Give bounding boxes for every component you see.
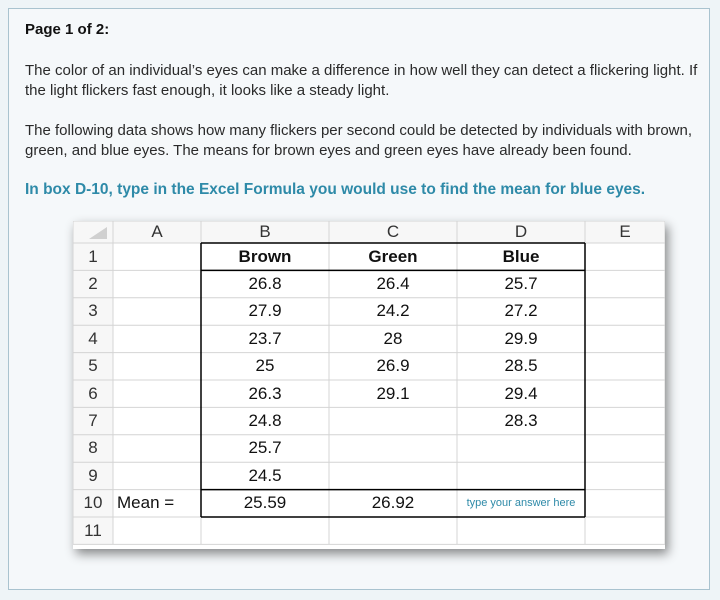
cell-b5[interactable]: 25 (255, 356, 275, 376)
row-header-5[interactable]: 5 (88, 356, 98, 376)
column-header-e[interactable]: E (619, 222, 631, 241)
cell-d9[interactable] (457, 462, 585, 489)
question-panel: Page 1 of 2: The color of an individual’… (8, 8, 710, 590)
cell-d2[interactable]: 25.7 (504, 274, 538, 294)
cell-c8[interactable] (329, 435, 457, 462)
cell-d1[interactable]: Blue (502, 246, 540, 266)
row-header-1[interactable]: 1 (88, 246, 98, 266)
column-header-c[interactable]: C (386, 222, 400, 241)
cell-b6[interactable]: 26.3 (248, 383, 282, 403)
cell-a10-mean-label[interactable]: Mean = (117, 493, 175, 513)
intro-paragraph: The color of an individual’s eyes can ma… (25, 62, 698, 99)
cell-b2[interactable]: 26.8 (248, 274, 282, 294)
cell-b4[interactable]: 23.7 (248, 328, 282, 348)
task-instruction: In box D-10, type in the Excel Formula y… (25, 181, 646, 198)
row-header-8[interactable]: 8 (88, 438, 98, 458)
data-description-paragraph: The following data shows how many flicke… (25, 122, 693, 159)
cell-c6[interactable]: 29.1 (376, 383, 410, 403)
spreadsheet: A B C D E 1 2 3 4 5 6 7 8 9 10 11 Brown Green Blue 26.8 26.4… (73, 221, 665, 549)
spreadsheet-grid (73, 221, 665, 545)
row-header-11[interactable]: 11 (84, 520, 102, 540)
row-header-4[interactable]: 4 (88, 328, 98, 348)
cell-c9[interactable] (329, 462, 457, 489)
row-header-3[interactable]: 3 (88, 301, 98, 321)
column-header-d[interactable]: D (514, 222, 528, 241)
row-header-10[interactable]: 10 (83, 493, 103, 513)
row-header-6[interactable]: 6 (88, 383, 98, 403)
cell-c3[interactable]: 24.2 (376, 301, 410, 321)
cell-c4[interactable]: 28 (383, 328, 403, 348)
cell-c10-mean-green[interactable]: 26.92 (371, 493, 415, 513)
page-indicator: Page 1 of 2: (25, 21, 110, 38)
cell-d5[interactable]: 28.5 (504, 356, 538, 376)
row-header-bar (73, 221, 113, 545)
cell-c7[interactable] (329, 407, 457, 434)
cell-c2[interactable]: 26.4 (376, 274, 410, 294)
cell-d7[interactable]: 28.3 (504, 411, 538, 431)
cell-c1[interactable]: Green (368, 246, 418, 266)
row-header-7[interactable]: 7 (88, 411, 98, 431)
column-header-bar (73, 221, 665, 243)
answer-input-d10[interactable] (459, 491, 583, 515)
cell-b10-mean-brown[interactable]: 25.59 (243, 493, 287, 513)
select-all-icon[interactable] (89, 227, 107, 239)
cell-d6[interactable]: 29.4 (504, 383, 538, 403)
cell-d3[interactable]: 27.2 (504, 301, 538, 321)
cell-b8[interactable]: 25.7 (248, 438, 282, 458)
cell-b1[interactable]: Brown (238, 246, 292, 266)
cell-b3[interactable]: 27.9 (248, 301, 282, 321)
row-header-2[interactable]: 2 (88, 274, 98, 294)
row-header-9[interactable]: 9 (88, 465, 98, 485)
cell-d8[interactable] (457, 435, 585, 462)
column-header-b[interactable]: B (259, 222, 271, 241)
cell-d4[interactable]: 29.9 (504, 328, 538, 348)
cell-b7[interactable]: 24.8 (248, 411, 282, 431)
cell-b9[interactable]: 24.5 (248, 465, 282, 485)
column-header-a[interactable]: A (151, 222, 163, 241)
cell-c5[interactable]: 26.9 (376, 356, 410, 376)
